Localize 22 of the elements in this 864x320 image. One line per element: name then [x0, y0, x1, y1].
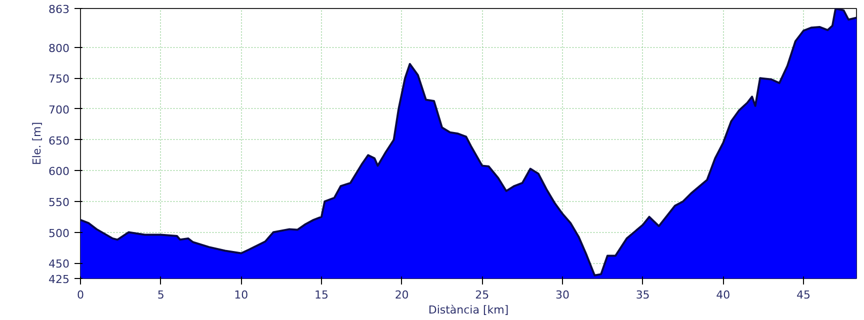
y-tick-label: 863	[48, 3, 70, 16]
x-tick-label: 5	[157, 288, 164, 302]
x-axis-title: Distància [km]	[428, 304, 509, 316]
x-tick-label: 10	[234, 288, 248, 302]
x-tick-label: 15	[314, 288, 328, 302]
y-tick-label: 425	[48, 273, 70, 286]
y-tick-label: 750	[48, 72, 70, 86]
y-tick-label: 500	[48, 226, 70, 240]
x-tick-label: 20	[394, 288, 409, 302]
x-tick-label: 40	[716, 288, 730, 302]
x-tick-label: 45	[796, 288, 810, 302]
y-tick-label: 600	[48, 165, 70, 178]
y-axis-title: Ele. [m]	[30, 122, 44, 166]
x-tick-label: 35	[636, 288, 650, 302]
x-tick-label: 0	[77, 288, 84, 302]
y-tick-label: 700	[48, 103, 70, 116]
y-tick-label: 800	[48, 42, 70, 55]
y-tick-label: 550	[48, 196, 70, 209]
y-tick-label: 450	[48, 258, 70, 271]
x-tick-label: 30	[555, 288, 570, 302]
y-tick-label: 650	[48, 134, 70, 148]
x-tick-label: 25	[475, 288, 490, 302]
